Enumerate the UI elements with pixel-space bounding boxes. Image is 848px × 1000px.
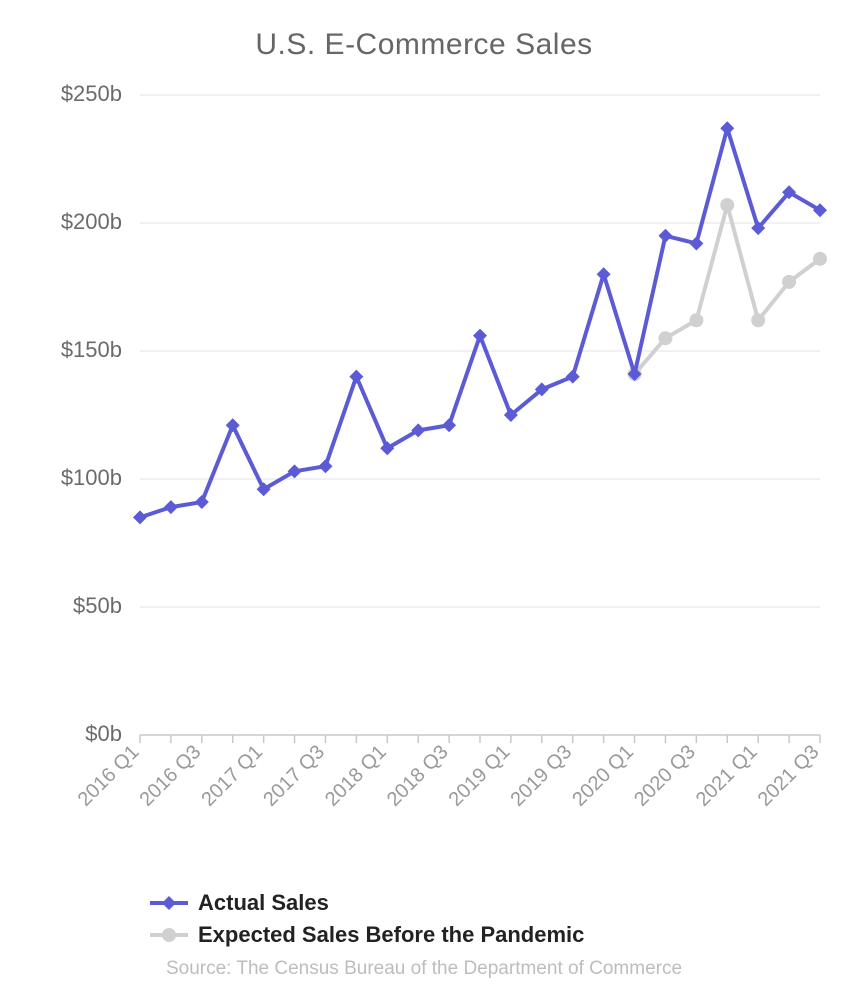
svg-text:2018 Q1: 2018 Q1 [321,741,391,811]
svg-text:$150b: $150b [61,337,122,362]
legend-item-actual: Actual Sales [150,890,584,916]
svg-text:2017 Q3: 2017 Q3 [259,741,329,811]
chart-container: U.S. E-Commerce Sales $0b$50b$100b$150b$… [0,0,848,1000]
svg-text:2020 Q3: 2020 Q3 [630,741,700,811]
legend-swatch-actual [150,894,188,912]
svg-text:2017 Q1: 2017 Q1 [197,741,267,811]
svg-text:$0b: $0b [85,721,122,746]
svg-text:$50b: $50b [73,593,122,618]
svg-text:2019 Q1: 2019 Q1 [445,741,515,811]
svg-text:$200b: $200b [61,209,122,234]
chart-plot: $0b $50b $100b $150b $200b $250b 2016 Q12016 Q… [0,0,848,900]
svg-text:2021 Q3: 2021 Q3 [754,741,824,811]
svg-text:2020 Q1: 2020 Q1 [568,741,638,811]
svg-text:$100b: $100b [61,465,122,490]
source-text: Source: The Census Bureau of the Departm… [0,958,848,980]
legend-item-expected: Expected Sales Before the Pandemic [150,922,584,948]
svg-text:2018 Q3: 2018 Q3 [383,741,453,811]
svg-text:$250b: $250b [61,81,122,106]
svg-text:2021 Q1: 2021 Q1 [692,741,762,811]
legend: Actual Sales Expected Sales Before the P… [150,890,584,954]
legend-label-actual: Actual Sales [198,890,329,916]
legend-label-expected: Expected Sales Before the Pandemic [198,922,584,948]
svg-text:2016 Q1: 2016 Q1 [74,741,144,811]
svg-text:2016 Q3: 2016 Q3 [136,741,206,811]
legend-swatch-expected [150,926,188,944]
svg-text:2019 Q3: 2019 Q3 [506,741,576,811]
